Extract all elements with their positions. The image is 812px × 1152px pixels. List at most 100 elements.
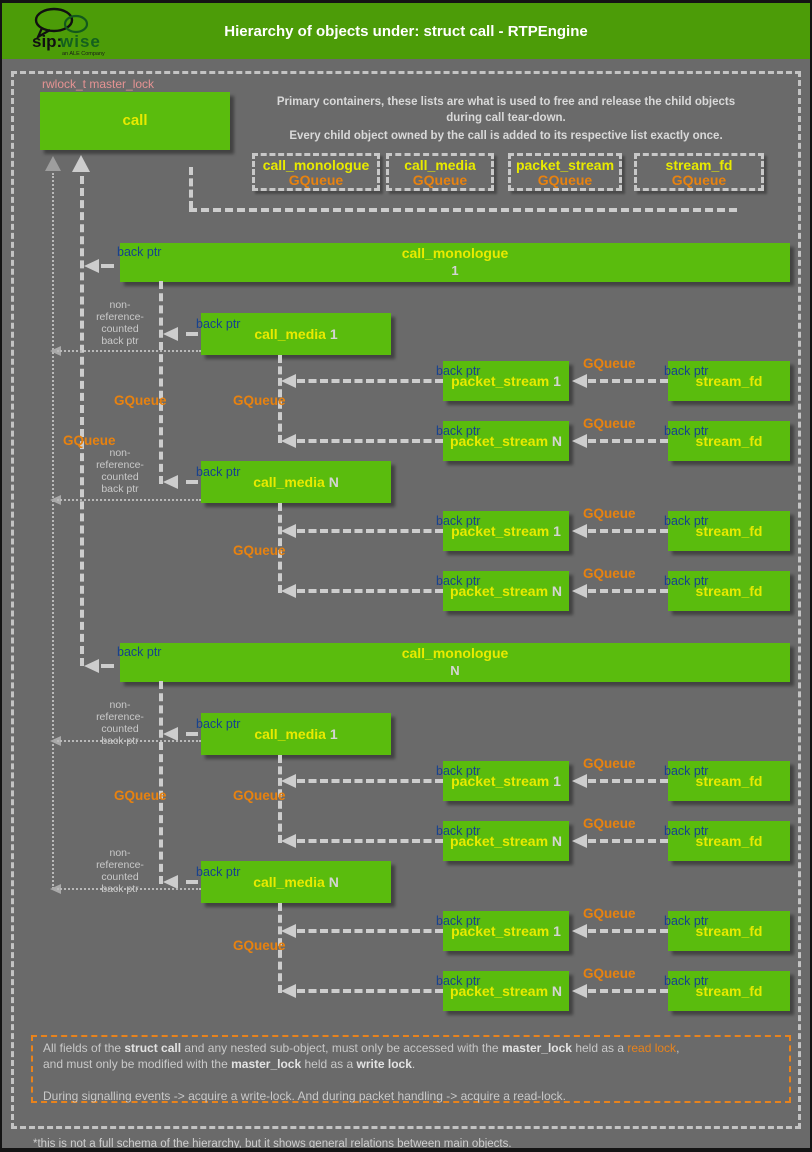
back-ptr-dash [101, 264, 114, 268]
ps-channel [278, 903, 282, 993]
node-index: N [450, 663, 460, 678]
intro-line-3: Every child object owned by the call is … [289, 130, 723, 142]
fd-back-ptr-line [588, 839, 668, 843]
gqueue-label: GQueue [583, 566, 636, 581]
arrow-left-icon [281, 834, 296, 848]
svg-text:wise: wise [59, 32, 101, 51]
back-ptr-label: back ptr [436, 764, 481, 778]
call-monologue-n-node: call_monologue N [120, 643, 790, 682]
node-title: call_media [253, 474, 325, 490]
container-subtitle: GQueue [671, 172, 727, 188]
container-title: call_media [404, 157, 476, 173]
back-ptr-label: back ptr [664, 574, 709, 588]
ps-channel [278, 503, 282, 593]
packet-stream-node: packet_stream N [443, 571, 569, 611]
sipwise-logo-icon: sip: wise an ALE Company [32, 7, 105, 57]
ps-back-ptr-line [297, 529, 443, 533]
container-stream-fd: stream_fd GQueue [634, 153, 764, 191]
call-containers-connector-horizontal [189, 208, 737, 212]
packet-stream-node: packet_stream 1 [443, 511, 569, 551]
arrow-left-icon [163, 875, 178, 889]
container-title: stream_fd [665, 157, 733, 173]
packet-stream-node: packet_stream 1 [443, 911, 569, 951]
stream-fd-node: stream_fd [668, 361, 790, 401]
node-index: 1 [329, 726, 338, 742]
gqueue-label: GQueue [63, 433, 116, 448]
non-ref-backptr-note: non- reference- counted back ptr [96, 299, 144, 347]
node-index: 1 [329, 326, 338, 342]
back-ptr-label: back ptr [436, 574, 481, 588]
back-ptr-label: back ptr [196, 465, 241, 479]
arrow-left-icon [84, 659, 99, 673]
node-index: N [328, 474, 339, 490]
packet-stream-node: packet_stream 1 [443, 761, 569, 801]
call-media-node: call_media N [201, 461, 391, 503]
svg-text:sip:: sip: [32, 32, 62, 51]
back-ptr-label: back ptr [196, 865, 241, 879]
fd-back-ptr-line [588, 929, 668, 933]
gqueue-label: GQueue [233, 788, 286, 803]
non-ref-backptr-line [57, 350, 201, 352]
ps-back-ptr-line [297, 439, 443, 443]
back-ptr-label: back ptr [664, 514, 709, 528]
ps-back-ptr-line [297, 929, 443, 933]
call-media-node: call_media 1 [201, 313, 391, 355]
arrow-left-icon [84, 259, 99, 273]
ps-channel [278, 355, 282, 443]
fd-back-ptr-line [588, 439, 668, 443]
fd-back-ptr-line [588, 779, 668, 783]
back-ptr-label: back ptr [664, 424, 709, 438]
packet-stream-node: packet_stream 1 [443, 361, 569, 401]
gqueue-label: GQueue [583, 816, 636, 831]
gqueue-label: GQueue [233, 543, 286, 558]
non-ref-backptr-line [57, 740, 201, 742]
master-lock-label: rwlock_t master_lock [42, 77, 155, 91]
container-subtitle: GQueue [412, 172, 468, 188]
stream-fd-node: stream_fd [668, 761, 790, 801]
node-title: call_media [253, 874, 325, 890]
ps-back-ptr-line [297, 379, 443, 383]
arrow-left-icon [281, 584, 296, 598]
back-ptr-label: back ptr [196, 317, 241, 331]
arrow-left-icon [572, 434, 587, 448]
node-title: call_monologue [401, 645, 509, 661]
container-call-monologue: call_monologue GQueue [252, 153, 380, 191]
gqueue-label: GQueue [233, 938, 286, 953]
fd-back-ptr-line [588, 589, 668, 593]
back-ptr-dash [186, 332, 198, 336]
ps-back-ptr-line [297, 779, 443, 783]
arrow-left-icon [163, 327, 178, 341]
fd-back-ptr-line [588, 989, 668, 993]
monologue-backptr-channel [80, 176, 84, 666]
node-title: call_media [254, 326, 326, 342]
node-index: 1 [451, 263, 459, 278]
back-ptr-label: back ptr [117, 645, 162, 659]
stream-fd-node: stream_fd [668, 911, 790, 951]
back-ptr-label: back ptr [436, 974, 481, 988]
arrow-left-icon [50, 736, 61, 746]
arrow-left-icon [572, 984, 587, 998]
call-monologue-1-node: call_monologue 1 [120, 243, 790, 282]
back-ptr-label: back ptr [664, 824, 709, 838]
arrow-left-icon [281, 774, 296, 788]
ps-back-ptr-line [297, 989, 443, 993]
header-bar: sip: wise an ALE Company Hierarchy of ob… [2, 3, 810, 59]
call-media-node: call_media 1 [201, 713, 391, 755]
media-channel-n [159, 681, 163, 884]
gqueue-label: GQueue [583, 756, 636, 771]
arrow-left-icon [281, 924, 296, 938]
packet-stream-node: packet_stream N [443, 421, 569, 461]
gqueue-label: GQueue [114, 788, 167, 803]
arrow-left-icon [50, 495, 61, 505]
ps-channel [278, 755, 282, 843]
arrow-left-icon [572, 584, 587, 598]
call-media-node: call_media N [201, 861, 391, 903]
container-title: call_monologue [262, 157, 370, 173]
packet-stream-node: packet_stream N [443, 821, 569, 861]
call-containers-connector-vertical [189, 167, 193, 209]
arrow-left-icon [50, 884, 61, 894]
arrow-left-icon [281, 434, 296, 448]
container-subtitle: GQueue [288, 172, 344, 188]
back-ptr-label: back ptr [436, 514, 481, 528]
gqueue-label: GQueue [583, 416, 636, 431]
